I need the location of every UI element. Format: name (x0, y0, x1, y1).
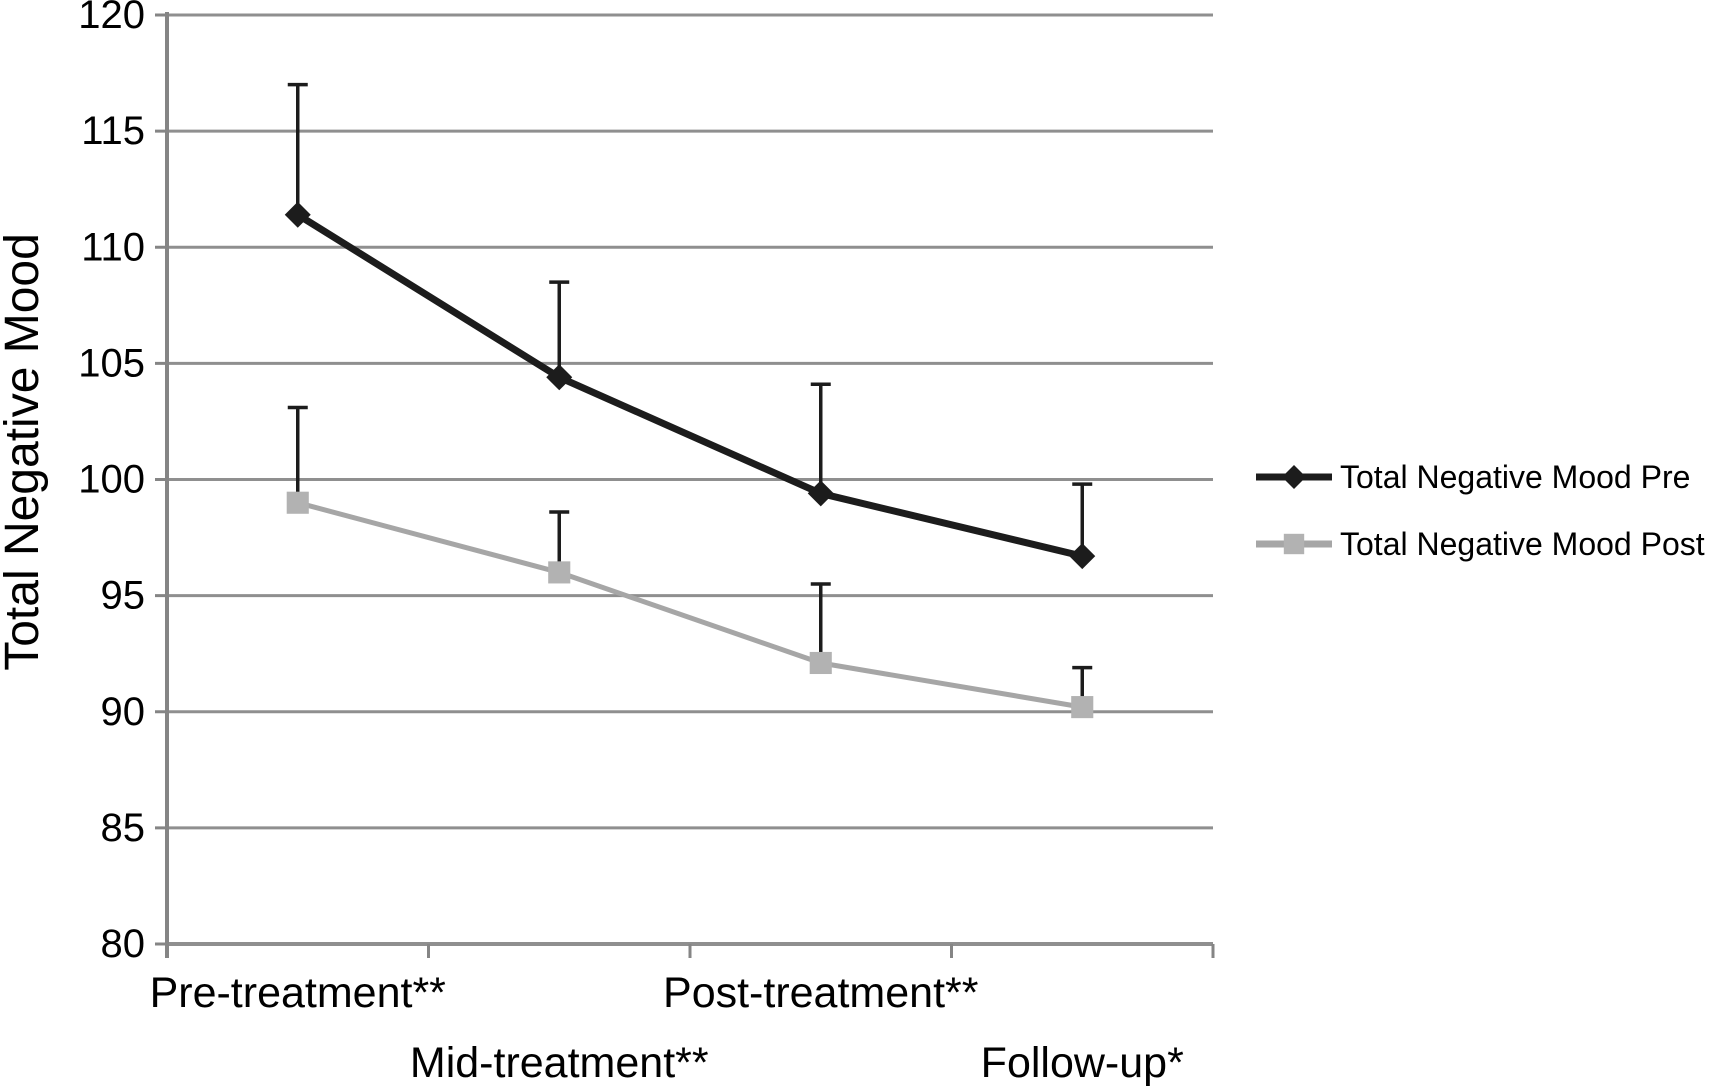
legend-label: Total Negative Mood Post (1340, 526, 1705, 562)
x-category-label: Pre-treatment** (150, 969, 447, 1017)
legend-marker-square (1283, 533, 1305, 555)
series-line-pre (294, 211, 1086, 560)
x-category-label: Follow-up* (981, 1039, 1184, 1087)
legend-label: Total Negative Mood Pre (1340, 459, 1690, 495)
y-tick-label: 120 (78, 0, 145, 37)
legend: Total Negative Mood Pre Total Negative Mo… (1256, 459, 1705, 562)
data-point-marker (1071, 696, 1094, 719)
y-tick-label: 115 (81, 109, 145, 153)
data-point-marker (284, 201, 311, 228)
data-point-marker (1069, 543, 1096, 570)
y-axis-title: Total Negative Mood (0, 233, 49, 671)
y-tick-label: 100 (78, 458, 145, 502)
y-tick-label: 105 (78, 341, 145, 385)
error-bars (287, 82, 1093, 708)
y-tick-labels: 80 85 90 95 100 105 110 115 120 (78, 0, 145, 966)
y-tick-label: 80 (101, 922, 146, 966)
data-point-marker (807, 480, 834, 507)
legend-item: Total Negative Mood Pre (1256, 459, 1690, 495)
data-point-markers (284, 201, 1096, 719)
y-tick-label: 95 (101, 574, 146, 618)
axes (155, 12, 1215, 958)
x-category-label: Post-treatment** (663, 969, 979, 1017)
data-point-marker (546, 364, 573, 391)
y-tick-label: 85 (101, 806, 146, 850)
data-point-marker (548, 561, 571, 584)
data-point-marker (809, 651, 832, 675)
x-category-labels: Pre-treatment** Mid-treatment** Post-treat… (150, 969, 1185, 1087)
legend-marker-diamond (1282, 465, 1306, 489)
series-line-post (295, 500, 1085, 710)
gridlines (167, 13, 1213, 946)
data-point-marker (286, 491, 309, 514)
y-tick-label: 110 (81, 225, 145, 269)
series-lines (294, 211, 1086, 710)
x-category-label: Mid-treatment** (410, 1039, 709, 1087)
legend-item: Total Negative Mood Post (1256, 526, 1705, 562)
y-tick-label: 90 (101, 690, 146, 734)
